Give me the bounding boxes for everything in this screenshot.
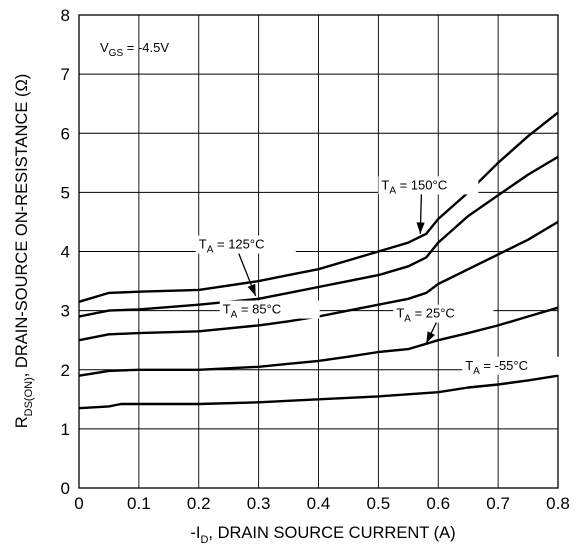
annotation-bg-4 — [462, 356, 563, 375]
y-axis-label: RDS(ON), DRAIN-SOURCE ON-RESISTANCE (Ω) — [13, 74, 35, 429]
annotation-arrowhead-0 — [416, 222, 425, 234]
x-axis-label-sub: D — [200, 534, 208, 546]
annotation-bg-2 — [219, 300, 320, 319]
x-tick-label: 0.1 — [127, 494, 151, 513]
series-line-1 — [78, 155, 559, 318]
condition-label: VGS = -4.5V — [100, 40, 169, 59]
x-tick-label: 0.6 — [426, 494, 450, 513]
y-tick-label: 5 — [61, 183, 70, 202]
x-tick-label: 0.5 — [367, 494, 391, 513]
x-tick-label: 0.8 — [546, 494, 570, 513]
y-tick-label: 1 — [61, 420, 70, 439]
x-tick-label: 0.2 — [187, 494, 211, 513]
x-axis-label-suffix: , DRAIN SOURCE CURRENT (A) — [208, 524, 455, 542]
series-label-4: TA = -55°C — [465, 358, 528, 377]
grid — [79, 15, 558, 488]
x-axis-label: -ID, DRAIN SOURCE CURRENT (A) — [190, 524, 455, 546]
x-tick-label: 0.3 — [247, 494, 271, 513]
y-tick-label: 8 — [61, 6, 70, 25]
series-line-0 — [78, 111, 559, 303]
x-tick-label: 0.4 — [307, 494, 331, 513]
series-label-0: TA = 150°C — [381, 177, 447, 196]
annotation-layer: TA = 150°C TA = 125°C TA = 85°C TA = 25°C TA… — [195, 176, 563, 377]
series-line-4 — [78, 374, 559, 410]
series-label-1: TA = 125°C — [199, 237, 265, 256]
y-tick-label: 3 — [61, 302, 70, 321]
y-tick-label: 4 — [61, 243, 70, 262]
annotation-bg-0 — [378, 176, 479, 195]
annotation-arrowhead-3 — [426, 331, 435, 344]
y-tick-label: 0 — [61, 479, 70, 498]
series-label-3: TA = 25°C — [396, 306, 455, 325]
y-axis-label-prefix: R — [13, 416, 31, 428]
series-layer — [78, 111, 559, 410]
annotation-arrowhead-1 — [247, 283, 256, 296]
y-tick-label: 7 — [61, 65, 70, 84]
y-axis-label-sub: DS(ON) — [23, 377, 35, 416]
x-axis-label-prefix: -I — [190, 524, 200, 542]
series-line-3 — [78, 306, 559, 377]
condition-suffix: = -4.5V — [123, 40, 169, 55]
y-tick-label: 2 — [61, 361, 70, 380]
plot-frame — [78, 14, 559, 489]
series-label-2: TA = 85°C — [223, 302, 282, 321]
condition-sub: GS — [109, 48, 124, 59]
y-axis-label-suffix: , DRAIN-SOURCE ON-RESISTANCE (Ω) — [13, 74, 31, 378]
annotation-bg-3 — [393, 304, 494, 323]
x-tick-label: 0 — [74, 494, 83, 513]
tick-layer: 0 0.1 0.2 0.3 0.4 0.5 0.6 0.7 0.8 0 1 2 3 4 5 6 7 8 — [61, 6, 570, 513]
annotation-bg-1 — [195, 235, 296, 254]
condition-prefix: V — [100, 40, 109, 55]
y-tick-label: 6 — [61, 124, 70, 143]
series-line-2 — [78, 220, 559, 342]
x-tick-label: 0.7 — [486, 494, 510, 513]
